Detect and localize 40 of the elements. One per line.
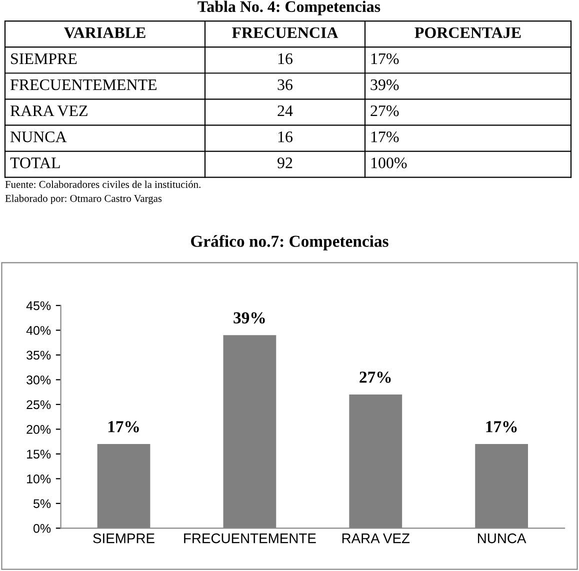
y-tick-label: 30%: [26, 376, 51, 384]
y-tick-label: 45%: [26, 301, 51, 310]
text: 17%: [371, 53, 399, 64]
text: PORCENTAJE: [414, 27, 521, 38]
x-tick-label: SIEMPRE: [93, 533, 154, 544]
x-tick-label: RARA VEZ: [342, 534, 410, 544]
y-tick-label: 35%: [26, 350, 51, 360]
text: 24: [278, 105, 293, 116]
y-tick-label: 25%: [26, 400, 51, 410]
text: 27%: [370, 105, 399, 116]
data-label: 17%: [108, 421, 139, 432]
text: SIEMPRE: [11, 53, 77, 64]
text: 39%: [370, 79, 399, 90]
y-tick-label: 40%: [26, 326, 51, 335]
text: 16: [278, 132, 293, 142]
text: NUNCA: [10, 132, 67, 142]
x-tick-label: FRECUENTEMENTE: [184, 533, 316, 544]
text: VARIABLE: [64, 27, 146, 38]
data-label: 17%: [486, 421, 517, 432]
data-label: 27%: [360, 372, 391, 383]
text: 100%: [371, 158, 407, 168]
text: 17%: [371, 131, 399, 142]
text: RARA VEZ: [10, 105, 88, 116]
text: Tabla No. 4: Competencias: [198, 0, 380, 16]
text: Elaborado por: Otmaro Castro Vargas: [5, 194, 162, 204]
text: FRECUENTEMENTE: [10, 79, 156, 90]
y-tick-label: 20%: [26, 425, 51, 434]
y-tick-label: 15%: [27, 450, 51, 459]
data-label: 39%: [234, 312, 265, 324]
x-tick-label: NUNCA: [478, 533, 526, 544]
y-tick-label: 5%: [34, 499, 51, 508]
y-tick-label: 0%: [33, 524, 51, 533]
source-note: Fuente: Colaboradores civiles de la institución.: [5, 180, 200, 188]
text: TOTAL: [10, 158, 60, 168]
text: 36: [278, 79, 293, 90]
chart-title: Gráfico no.7: Competencias: [191, 235, 388, 250]
y-tick-label: 10%: [27, 474, 51, 484]
text: 16: [278, 53, 293, 64]
text: FRECUENCIA: [232, 27, 338, 38]
text: 92: [278, 158, 292, 168]
